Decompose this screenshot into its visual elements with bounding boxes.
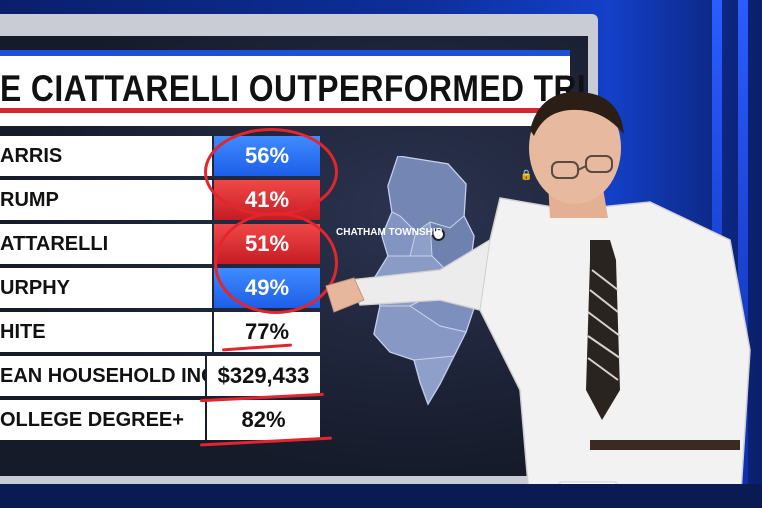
row-label: RUMP [0, 180, 212, 220]
headline-red-rule [0, 108, 570, 113]
row-label: URPHY [0, 268, 212, 308]
row-label: HITE [0, 312, 212, 352]
map-town-label: CHATHAM TOWNSHIP [336, 227, 443, 238]
headline-banner [0, 50, 570, 126]
table-row: EAN HOUSEHOLD INCOME $329,433 [0, 356, 320, 396]
row-value: 82% [207, 400, 320, 440]
row-label: EAN HOUSEHOLD INCOME [0, 356, 205, 396]
display-screen: E CIATTARELLI OUTPERFORMED TRUMP ARRIS 5… [0, 36, 588, 476]
lock-icon: 🔒 [520, 170, 533, 181]
table-row: OLLEGE DEGREE+ 82% [0, 400, 320, 440]
annotation-circle [214, 212, 338, 314]
headline-text: E CIATTARELLI OUTPERFORMED TRUMP [0, 68, 588, 109]
display-monitor: E CIATTARELLI OUTPERFORMED TRUMP ARRIS 5… [0, 14, 598, 484]
row-label: OLLEGE DEGREE+ [0, 400, 205, 440]
row-label: ATTARELLI [0, 224, 212, 264]
annotation-circle [204, 128, 338, 216]
location-marker-icon [432, 228, 445, 241]
studio-floor [0, 484, 762, 508]
studio-light-strip [738, 0, 748, 508]
presenter [325, 91, 751, 508]
row-value: $329,433 [207, 356, 320, 396]
row-label: ARRIS [0, 136, 212, 176]
table-row: HITE 77% [0, 312, 320, 352]
